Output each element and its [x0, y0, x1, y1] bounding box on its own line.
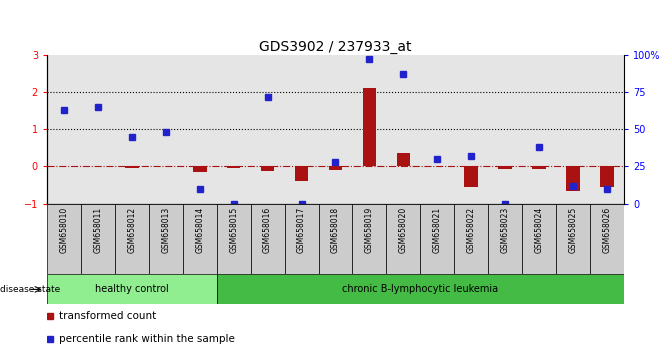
Text: disease state: disease state: [0, 285, 60, 294]
FancyBboxPatch shape: [81, 204, 115, 274]
Text: chronic B-lymphocytic leukemia: chronic B-lymphocytic leukemia: [342, 284, 499, 295]
Bar: [285, 55, 319, 204]
Text: GSM658025: GSM658025: [568, 207, 578, 253]
Text: GSM658021: GSM658021: [433, 207, 442, 253]
FancyBboxPatch shape: [285, 204, 319, 274]
FancyBboxPatch shape: [522, 204, 556, 274]
Bar: [149, 55, 183, 204]
Bar: [420, 55, 454, 204]
Bar: [464, 166, 478, 187]
Text: percentile rank within the sample: percentile rank within the sample: [58, 334, 234, 344]
Bar: [251, 55, 285, 204]
Text: GSM658016: GSM658016: [263, 207, 272, 253]
Bar: [397, 153, 410, 166]
FancyBboxPatch shape: [47, 274, 217, 304]
Text: GSM658026: GSM658026: [603, 207, 611, 253]
Bar: [566, 166, 580, 190]
FancyBboxPatch shape: [217, 274, 624, 304]
Bar: [47, 55, 81, 204]
Bar: [217, 55, 251, 204]
Bar: [488, 55, 522, 204]
FancyBboxPatch shape: [319, 204, 352, 274]
Title: GDS3902 / 237933_at: GDS3902 / 237933_at: [259, 40, 412, 54]
Text: GSM658013: GSM658013: [161, 207, 170, 253]
Text: GSM658017: GSM658017: [297, 207, 306, 253]
Text: GSM658024: GSM658024: [535, 207, 544, 253]
Bar: [590, 55, 624, 204]
Bar: [183, 55, 217, 204]
Text: GSM658018: GSM658018: [331, 207, 340, 253]
FancyBboxPatch shape: [454, 204, 488, 274]
Bar: [352, 55, 386, 204]
Bar: [522, 55, 556, 204]
Text: GSM658010: GSM658010: [60, 207, 68, 253]
Bar: [319, 55, 352, 204]
FancyBboxPatch shape: [386, 204, 420, 274]
Bar: [261, 166, 274, 171]
Text: GSM658011: GSM658011: [93, 207, 103, 253]
Bar: [454, 55, 488, 204]
Text: GSM658012: GSM658012: [127, 207, 136, 253]
FancyBboxPatch shape: [556, 204, 590, 274]
Bar: [499, 166, 512, 169]
FancyBboxPatch shape: [149, 204, 183, 274]
FancyBboxPatch shape: [115, 204, 149, 274]
Bar: [532, 166, 546, 169]
Text: healthy control: healthy control: [95, 284, 168, 295]
Text: GSM658023: GSM658023: [501, 207, 510, 253]
Text: GSM658015: GSM658015: [229, 207, 238, 253]
Text: GSM658020: GSM658020: [399, 207, 408, 253]
Bar: [193, 166, 207, 172]
Bar: [386, 55, 420, 204]
Bar: [125, 166, 139, 168]
FancyBboxPatch shape: [217, 204, 251, 274]
Bar: [362, 87, 376, 166]
FancyBboxPatch shape: [251, 204, 285, 274]
FancyBboxPatch shape: [352, 204, 386, 274]
FancyBboxPatch shape: [420, 204, 454, 274]
FancyBboxPatch shape: [488, 204, 522, 274]
Bar: [601, 166, 614, 187]
Text: GSM658019: GSM658019: [365, 207, 374, 253]
Text: transformed count: transformed count: [58, 311, 156, 321]
Text: GSM658014: GSM658014: [195, 207, 204, 253]
FancyBboxPatch shape: [590, 204, 624, 274]
Bar: [295, 166, 309, 181]
Bar: [81, 55, 115, 204]
Bar: [227, 166, 240, 168]
Bar: [115, 55, 149, 204]
Bar: [329, 166, 342, 170]
FancyBboxPatch shape: [47, 204, 81, 274]
FancyBboxPatch shape: [183, 204, 217, 274]
Text: GSM658022: GSM658022: [467, 207, 476, 253]
Bar: [556, 55, 590, 204]
